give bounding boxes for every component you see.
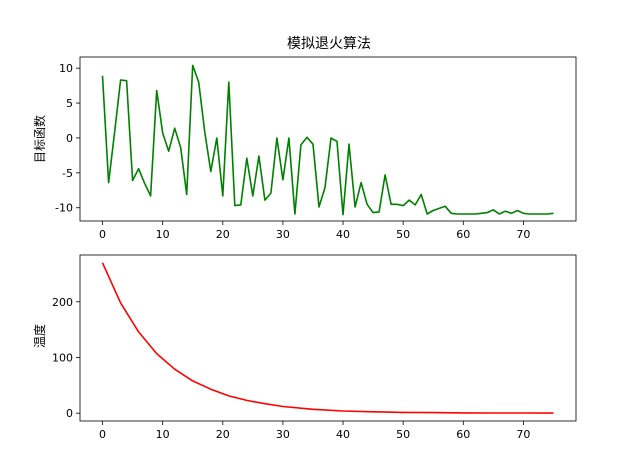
objective-chart: 目标函数 0 10 20 30 40 50 60 70 -10 -5 0 5 10 (32, 56, 577, 241)
objective-ytick-label: 0 (66, 132, 73, 145)
temperature-chart: 温度 0 10 20 30 40 50 60 70 0 100 200 (32, 254, 577, 441)
temperature-ytick-label: 200 (52, 296, 73, 309)
objective-xtick-label: 60 (456, 228, 470, 241)
temperature-xtick-label: 0 (99, 428, 106, 441)
temperature-xtick-label: 60 (456, 428, 470, 441)
objective-ytick-label: -5 (62, 167, 73, 180)
temperature-xtick-label: 20 (216, 428, 230, 441)
temperature-ytick-label: 0 (66, 407, 73, 420)
objective-xtick-label: 70 (516, 228, 530, 241)
objective-ytick-label: 10 (59, 62, 73, 75)
temperature-xtick-label: 10 (156, 428, 170, 441)
objective-xtick-label: 10 (156, 228, 170, 241)
objective-marks: 0 10 20 30 40 50 60 70 -10 -5 0 5 10 (55, 56, 577, 241)
objective-ytick-label: 5 (66, 97, 73, 110)
objective-xtick-label: 30 (276, 228, 290, 241)
temperature-axes-frame (79, 254, 577, 422)
temperature-ylabel: 温度 (32, 324, 47, 348)
objective-ylabel: 目标函数 (32, 115, 47, 163)
objective-xtick-label: 50 (396, 228, 410, 241)
objective-series-line (101, 64, 554, 216)
objective-xtick-label: 20 (216, 228, 230, 241)
temperature-ytick-label: 100 (52, 351, 73, 364)
temperature-xtick-label: 30 (276, 428, 290, 441)
figure-title: 模拟退火算法 (287, 36, 371, 52)
temperature-series-line (101, 262, 554, 414)
temperature-xtick-label: 50 (396, 428, 410, 441)
temperature-marks: 0 10 20 30 40 50 60 70 0 100 200 (52, 254, 577, 441)
objective-axes-frame (79, 56, 577, 222)
temperature-xtick-label: 40 (336, 428, 350, 441)
objective-xtick-label: 0 (99, 228, 106, 241)
objective-xtick-label: 40 (336, 228, 350, 241)
temperature-xtick-label: 70 (516, 428, 530, 441)
objective-ytick-label: -10 (55, 202, 73, 215)
